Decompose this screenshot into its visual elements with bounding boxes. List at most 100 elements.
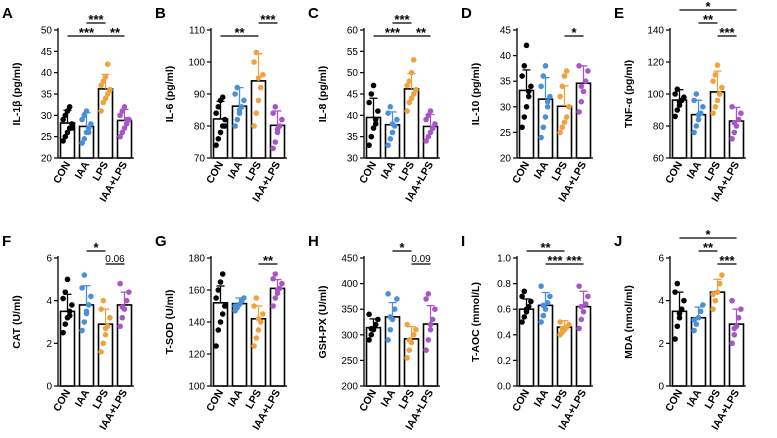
- y-tick-label: 100: [188, 382, 205, 393]
- data-point: [406, 337, 413, 343]
- data-point: [410, 91, 417, 97]
- y-tick-label: 90: [194, 90, 206, 101]
- y-tick-label: 180: [188, 254, 205, 265]
- y-axis-label: IL-1β (pg/ml): [11, 63, 23, 126]
- category-label: IAA: [379, 159, 399, 181]
- data-point: [423, 347, 429, 353]
- data-point: [710, 78, 716, 84]
- data-point: [255, 75, 262, 81]
- data-point: [710, 110, 716, 116]
- data-point: [213, 110, 219, 116]
- data-point: [100, 99, 107, 106]
- data-point: [681, 297, 687, 304]
- data-point: [528, 298, 534, 305]
- data-point: [102, 74, 109, 80]
- data-point: [372, 121, 379, 127]
- data-point: [117, 280, 123, 287]
- y-tick-label: 35: [500, 77, 512, 88]
- data-point: [83, 308, 90, 315]
- panel-label: H: [308, 233, 319, 250]
- y-tick-label: 160: [188, 286, 205, 297]
- data-point: [83, 108, 90, 114]
- data-point: [102, 332, 109, 338]
- data-point: [693, 123, 700, 129]
- data-point: [255, 316, 262, 322]
- y-axis-label: MDA (nmol/ml): [623, 285, 635, 359]
- data-point: [676, 99, 683, 105]
- data-point: [525, 88, 532, 95]
- data-point: [559, 124, 566, 131]
- data-point: [66, 308, 73, 315]
- data-point: [538, 319, 544, 325]
- data-point: [119, 314, 126, 321]
- data-point: [119, 129, 126, 136]
- significance-label: ***: [88, 12, 104, 27]
- data-point: [676, 310, 683, 317]
- data-point: [251, 303, 257, 309]
- data-point: [710, 306, 716, 313]
- panel-label: G: [155, 233, 167, 250]
- data-point: [98, 82, 104, 89]
- data-point: [432, 306, 438, 313]
- category-label: CON: [510, 160, 532, 186]
- y-tick-label: 450: [341, 254, 358, 265]
- y-tick-label: 110: [189, 26, 205, 37]
- data-point: [561, 119, 568, 125]
- data-point: [693, 321, 700, 327]
- y-tick-label: 40: [500, 51, 512, 62]
- category-label: CON: [663, 388, 685, 414]
- data-point: [404, 355, 410, 361]
- data-point: [119, 108, 126, 114]
- data-point: [213, 142, 219, 148]
- data-point: [729, 104, 735, 110]
- data-point: [368, 332, 375, 338]
- data-point: [540, 302, 547, 309]
- significance-label: ***: [260, 12, 276, 27]
- data-point: [582, 301, 589, 307]
- data-point: [674, 280, 681, 287]
- data-point: [270, 145, 276, 152]
- bar-CON: [518, 89, 535, 159]
- data-point: [368, 91, 375, 97]
- data-point: [85, 125, 92, 131]
- data-point: [700, 302, 706, 308]
- data-point: [79, 327, 85, 334]
- data-point: [672, 113, 678, 120]
- data-point: [425, 337, 432, 343]
- data-point: [425, 112, 432, 119]
- y-tick-label: 25: [41, 132, 53, 143]
- data-point: [582, 78, 589, 84]
- y-tick-label: 20: [41, 154, 53, 165]
- y-tick-label: 0.6: [497, 305, 511, 316]
- data-point: [270, 276, 276, 282]
- data-point: [413, 326, 419, 333]
- data-point: [88, 121, 94, 127]
- y-tick-label: 0.8: [497, 279, 511, 290]
- data-point: [410, 332, 417, 338]
- data-point: [731, 332, 738, 338]
- data-point: [98, 108, 104, 114]
- data-point: [79, 140, 85, 146]
- panel-label: D: [461, 5, 472, 22]
- data-point: [540, 124, 547, 131]
- data-point: [695, 116, 702, 123]
- data-point: [585, 68, 591, 74]
- data-point: [540, 312, 547, 319]
- data-point: [714, 97, 721, 104]
- data-point: [538, 83, 544, 90]
- panel-label: J: [614, 233, 622, 250]
- data-point: [274, 287, 281, 293]
- y-tick-label: 0.0: [497, 382, 511, 393]
- data-point: [102, 325, 109, 332]
- data-point: [81, 319, 88, 325]
- data-point: [425, 133, 432, 140]
- data-point: [253, 49, 260, 56]
- data-point: [391, 306, 398, 313]
- data-point: [580, 308, 587, 315]
- data-point: [672, 91, 678, 97]
- data-point: [691, 129, 697, 136]
- data-point: [521, 288, 528, 295]
